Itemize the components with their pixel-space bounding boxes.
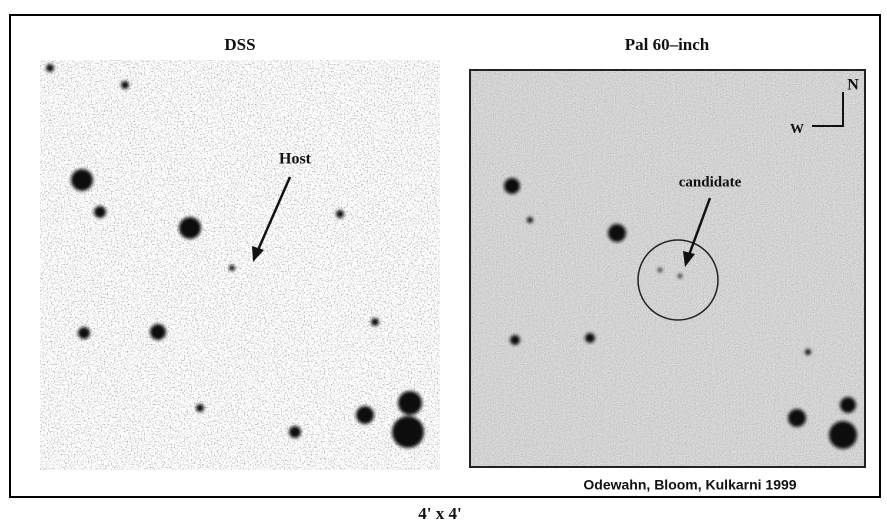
panel-title: DSS [224, 35, 255, 54]
arrow [256, 176, 292, 251]
arrow [687, 197, 712, 256]
dss-image [40, 60, 440, 470]
frame [9, 14, 881, 498]
annotation: candidate [679, 174, 742, 190]
arrow-head [683, 251, 695, 267]
annotation: Host [279, 151, 312, 168]
pal-image [469, 69, 866, 468]
candidate-circle [637, 239, 719, 321]
scale-label: 4' x 4' [418, 504, 461, 523]
compass-west: W [790, 122, 804, 137]
compass [812, 92, 844, 127]
panel-title: Pal 60–inch [625, 35, 710, 54]
compass-north: N [847, 77, 859, 94]
credit: Odewahn, Bloom, Kulkarni 1999 [583, 477, 796, 493]
arrow-head [252, 246, 264, 262]
